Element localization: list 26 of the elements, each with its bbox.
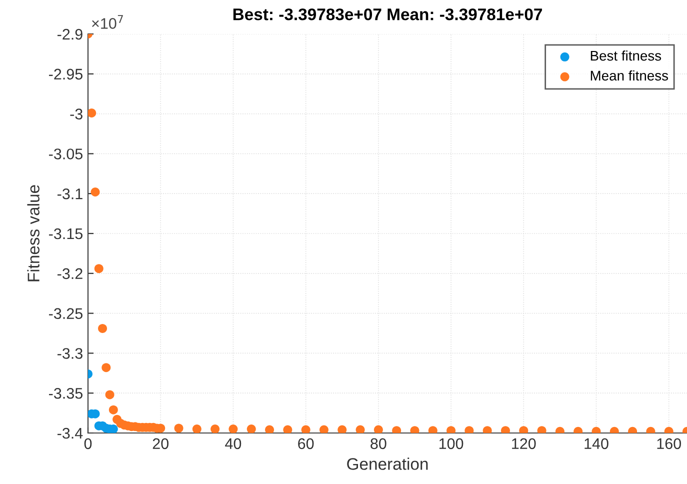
x-tick-label: 100 [439, 438, 464, 450]
legend-label: Best fitness [590, 50, 662, 61]
y-tick-label: -3.1 [57, 188, 82, 200]
x-tick-label: 160 [657, 438, 681, 450]
x-tick-label: 60 [298, 438, 314, 450]
y-tick-label: -2.9 [57, 28, 82, 40]
text: ×10$^{7}$ [92, 15, 123, 29]
y-tick-label: -3.05 [49, 148, 82, 160]
y-tick-label: -3.4 [57, 428, 83, 439]
legend-label: Mean fitness [590, 70, 668, 81]
x-tick-label: 20 [152, 438, 169, 450]
y-tick-label: -3.25 [49, 308, 82, 319]
x-tick-label: 80 [370, 438, 386, 450]
y-tick-label: -3.15 [49, 228, 82, 240]
y-tick-label: -3 [70, 108, 82, 120]
chart-title: Best: -3.39783e+07 Mean: -3.39781e+07 [233, 8, 542, 20]
y-tick-label: -3.2 [57, 268, 82, 280]
y-tick-label: -3.3 [57, 348, 82, 359]
x-tick-label: 0 [84, 438, 92, 450]
y-tick-label: -2.95 [49, 68, 82, 80]
x-tick-label: 140 [584, 438, 608, 450]
x-tick-label: 40 [225, 438, 242, 450]
y-axis-title: Fitness value [27, 185, 40, 282]
y-tick-label: -3.35 [49, 388, 82, 399]
x-axis-title: Generation [347, 458, 428, 470]
x-tick-label: 120 [512, 438, 536, 450]
